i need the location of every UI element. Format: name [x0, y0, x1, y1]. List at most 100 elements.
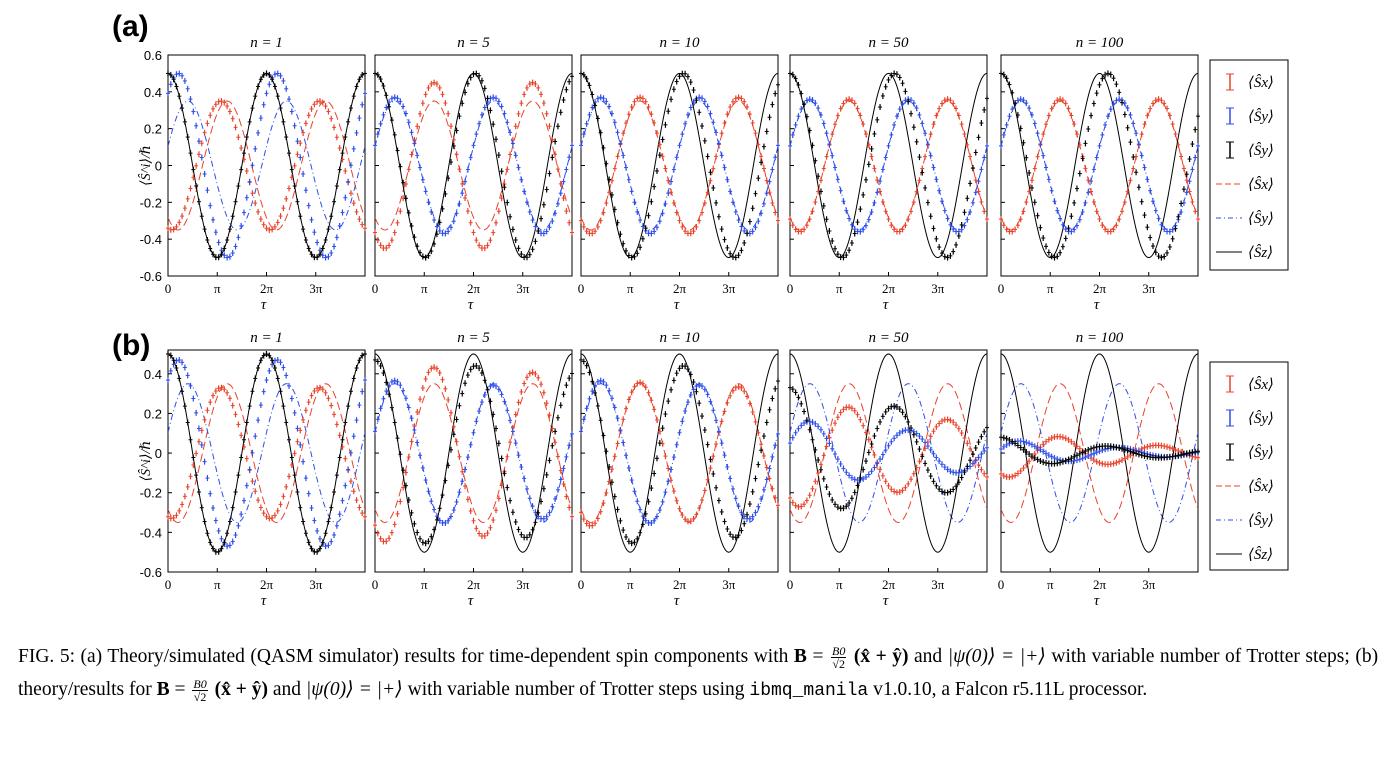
y-tick-label: 0: [155, 446, 162, 461]
y-tick-label: 0.4: [144, 367, 162, 382]
x-axis-label: τ: [261, 593, 267, 609]
subplot-b-1: n = 5 0 π 2π 3π τ: [372, 330, 574, 609]
subplot-a-1: n = 5 0 π 2π 3π τ: [372, 35, 574, 313]
x-tick-label: 2π: [1093, 281, 1107, 296]
theory-sx-line: [790, 100, 987, 231]
caption-b-symbol-2: B: [156, 679, 170, 700]
x-tick-label: 0: [372, 577, 379, 592]
legend-label: ⟨Ŝz⟩: [1248, 546, 1273, 563]
legend-box: [1209, 59, 1289, 271]
theory-sx-line: [375, 100, 572, 231]
x-tick-label: π: [836, 281, 843, 296]
caption-vector-2: (x̂ + ŷ): [214, 679, 268, 700]
x-tick-label: 0: [372, 281, 379, 296]
x-axis-label: τ: [674, 593, 680, 609]
x-tick-label: 2π: [882, 281, 896, 296]
theory-sz-line: [790, 72, 987, 259]
caption-vector: (x̂ + ŷ): [853, 646, 909, 667]
subplot-title: n = 100: [1076, 330, 1124, 346]
x-tick-label: 0: [578, 577, 585, 592]
x-axis-label: τ: [468, 593, 474, 609]
caption-fraction-2: B0 √2: [192, 677, 208, 703]
legend-label: ⟨Ŝy⟩: [1248, 410, 1274, 427]
theory-sz-line: [375, 353, 572, 553]
y-tick-label: -0.6: [140, 269, 162, 284]
legend-label: ⟨Ŝx⟩: [1248, 376, 1274, 393]
x-tick-label: 3π: [309, 281, 323, 296]
x-tick-label: π: [1047, 281, 1054, 296]
panel-label-a: (a): [112, 10, 149, 43]
theory-sy-line: [790, 100, 987, 231]
subplot-title: n = 1: [250, 35, 283, 51]
theory-sz-line: [1001, 353, 1198, 553]
x-tick-label: 0: [578, 281, 585, 296]
axes-box: [1000, 54, 1199, 277]
subplot-b-4: n = 100 0 π 2π 3π τ: [998, 330, 1200, 609]
legend-label: ⟨Ŝy⟩: [1248, 142, 1274, 159]
legend-label: ⟨Ŝy⟩: [1248, 512, 1274, 529]
figure: (a)⟨Ŝ^i⟩/ℏ0.60.40.20-0.2-0.4-0.6n = 10 π 2…: [112, 10, 1289, 609]
frac-numerator-2: B0: [192, 677, 208, 692]
subplot-title: n = 50: [868, 330, 909, 346]
x-tick-label: 2π: [673, 281, 687, 296]
caption-and: and: [914, 646, 943, 667]
x-axis-label: τ: [883, 593, 889, 609]
caption-fig-label: FIG. 5:: [18, 646, 75, 667]
x-tick-label: 3π: [931, 281, 945, 296]
axes-box: [580, 349, 779, 573]
y-tick-label: -0.4: [140, 525, 162, 540]
x-axis-label: τ: [674, 297, 680, 313]
legend-box: [1209, 361, 1289, 571]
x-axis-label: τ: [1094, 593, 1100, 609]
y-tick-label: 0.6: [144, 48, 162, 63]
y-tick-label: 0.2: [144, 122, 162, 137]
x-tick-label: π: [214, 281, 221, 296]
x-tick-label: 3π: [1142, 577, 1156, 592]
x-tick-label: 2π: [260, 281, 274, 296]
axes-box: [167, 349, 366, 573]
theory-sx-line: [1001, 100, 1198, 231]
axes-box: [374, 54, 573, 277]
x-tick-label: π: [421, 577, 428, 592]
caption-and-2: and: [272, 679, 302, 700]
y-axis-label-text: ⟨Ŝ^i⟩/ℏ: [137, 145, 154, 186]
subplot-a-4: n = 100 0 π 2π 3π τ: [998, 35, 1200, 313]
axes-box: [580, 54, 779, 277]
x-tick-label: 0: [998, 577, 1005, 592]
x-tick-label: 3π: [516, 281, 530, 296]
x-tick-label: 3π: [309, 577, 323, 592]
figure-caption: FIG. 5: (a) Theory/simulated (QASM simul…: [18, 640, 1378, 708]
x-tick-label: 2π: [882, 577, 896, 592]
x-axis-label: τ: [261, 297, 267, 313]
legend-label: ⟨Ŝy⟩: [1248, 210, 1274, 227]
subplot-title: n = 10: [659, 35, 700, 51]
subplot-title: n = 5: [457, 330, 490, 346]
subplot-title: n = 100: [1076, 35, 1124, 51]
y-axis-label-text: ⟨Ŝ^i⟩/ℏ: [137, 441, 154, 482]
subplot-b-2: n = 10 0 π 2π 3π τ: [578, 330, 780, 609]
subplot-a-0: n = 1 0 π 2π 3π τ: [165, 35, 367, 313]
legend-label: ⟨Ŝx⟩: [1248, 74, 1274, 91]
legend-label: ⟨Ŝz⟩: [1248, 244, 1273, 261]
axes-box: [789, 349, 988, 573]
subplot-a-2: n = 10 0 π 2π 3π τ: [578, 35, 780, 313]
x-tick-label: 3π: [516, 577, 530, 592]
y-tick-label: 0.2: [144, 406, 162, 421]
theory-sx-line: [168, 383, 365, 523]
theory-sy-line: [790, 383, 987, 523]
y-tick-label: -0.2: [140, 486, 162, 501]
x-tick-label: π: [421, 281, 428, 296]
theory-sz-line: [581, 353, 778, 553]
x-tick-label: π: [214, 577, 221, 592]
x-tick-label: 3π: [1142, 281, 1156, 296]
caption-part2: with variable number of Trotter steps; (…: [18, 646, 1379, 700]
theory-sz-line: [1001, 72, 1198, 259]
x-axis-label: τ: [883, 297, 889, 313]
subplot-title: n = 50: [868, 35, 909, 51]
x-tick-label: 0: [998, 281, 1005, 296]
subplot-title: n = 1: [250, 330, 283, 346]
theory-sy-line: [1001, 383, 1198, 523]
caption-part4: v1.0.10, a Falcon r5.11L processor.: [873, 679, 1148, 700]
x-tick-label: π: [1047, 577, 1054, 592]
theory-sx-line: [581, 383, 778, 523]
